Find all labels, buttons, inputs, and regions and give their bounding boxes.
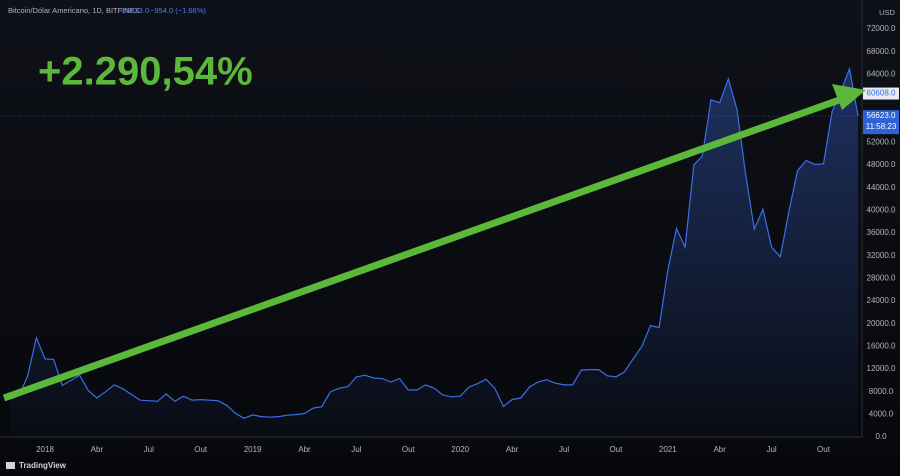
x-tick-label: Out xyxy=(609,445,623,454)
x-tick-label: Jul xyxy=(766,445,776,454)
annotation: +2.290,54% xyxy=(38,50,253,94)
x-tick-label: Jul xyxy=(559,445,569,454)
logo: TradingView xyxy=(6,461,67,470)
symbol: Bitcoin/Dólar Americano, 1D, BITFINEX xyxy=(8,6,140,15)
y-tick-label: 12000.0 xyxy=(867,364,896,373)
price-line xyxy=(10,66,859,419)
area xyxy=(10,68,859,437)
countdown: 11:58:23 xyxy=(866,122,897,131)
last-label: 56623.0 xyxy=(867,111,896,120)
y-tick-label: 40000.0 xyxy=(867,205,896,214)
y-tick-label: 52000.0 xyxy=(867,137,896,146)
logo-text: TradingView xyxy=(19,461,67,470)
y-tick-label: 32000.0 xyxy=(867,251,896,260)
x-tick-label: 2019 xyxy=(244,445,262,454)
trend-arrow-shaft xyxy=(2,95,844,402)
x-tick-label: 2021 xyxy=(659,445,677,454)
y-tick-label: 28000.0 xyxy=(867,273,896,282)
y-tick-label: 16000.0 xyxy=(867,341,896,350)
high-label-box xyxy=(863,87,899,100)
y-tick-label: 20000.0 xyxy=(867,319,896,328)
y-tick-label: 0.0 xyxy=(875,432,887,441)
trend-arrow-head xyxy=(832,84,866,110)
y-tick-label: 72000.0 xyxy=(867,24,896,33)
y-tick-label: 24000.0 xyxy=(867,296,896,305)
last-value: 56623.0 xyxy=(122,6,149,15)
x-tick-label: Abr xyxy=(91,445,104,454)
y-tick-label: 68000.0 xyxy=(867,47,896,56)
y-tick-label: 48000.0 xyxy=(867,160,896,169)
x-tick-label: Jul xyxy=(144,445,154,454)
currency: USD xyxy=(879,8,895,17)
high-label: 60608.0 xyxy=(867,89,896,98)
x-tick-label: Out xyxy=(194,445,208,454)
last-label-box xyxy=(863,110,899,135)
x-tick-label: Jul xyxy=(351,445,361,454)
change: −954.0 (−1.66%) xyxy=(150,6,206,15)
x-tick-label: Out xyxy=(402,445,416,454)
y-tick-label: 44000.0 xyxy=(867,183,896,192)
x-tick-label: Out xyxy=(817,445,831,454)
y-tick-label: 36000.0 xyxy=(867,228,896,237)
x-tick-label: Abr xyxy=(298,445,311,454)
x-tick-label: 2018 xyxy=(36,445,54,454)
x-tick-label: 2020 xyxy=(451,445,469,454)
y-tick-label: 4000.0 xyxy=(869,409,894,418)
y-tick-label: 8000.0 xyxy=(869,387,894,396)
logo-icon xyxy=(6,462,15,469)
y-tick-label: 64000.0 xyxy=(867,69,896,78)
x-tick-label: Abr xyxy=(713,445,726,454)
x-tick-label: Abr xyxy=(506,445,519,454)
